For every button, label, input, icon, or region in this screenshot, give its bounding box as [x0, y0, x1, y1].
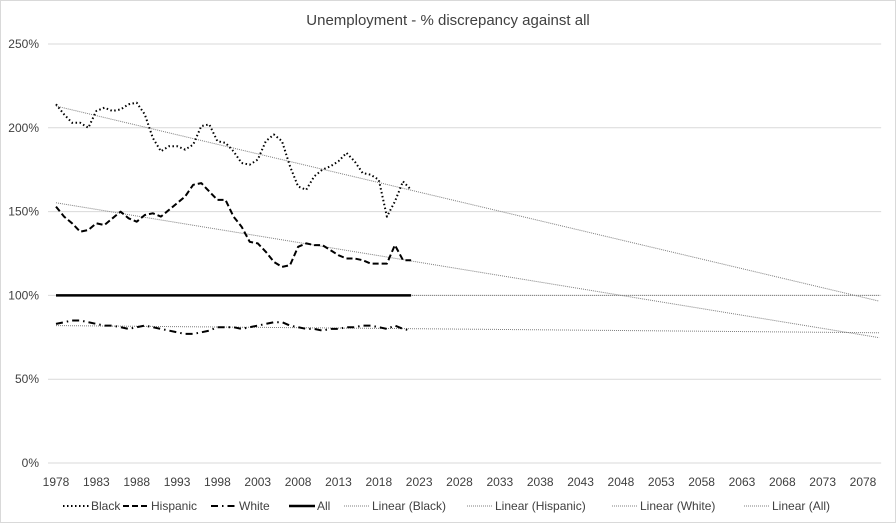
legend-item[interactable]: Linear (Hispanic): [467, 499, 586, 513]
trendline-hispanic: [55, 202, 880, 339]
y-tick-label: 50%: [15, 372, 39, 386]
series-line-hispanic: [55, 182, 412, 268]
legend-label: Black: [91, 499, 121, 513]
x-tick-label: 2033: [486, 475, 513, 489]
x-tick-label: 2038: [527, 475, 554, 489]
x-tick-label: 1978: [43, 475, 70, 489]
x-tick-label: 2078: [850, 475, 877, 489]
y-tick-label: 0%: [22, 456, 40, 470]
y-tick-label: 250%: [8, 37, 39, 51]
legend-item[interactable]: Linear (White): [612, 499, 715, 513]
legend-item[interactable]: Hispanic: [123, 499, 197, 513]
legend-label: Linear (Hispanic): [495, 499, 586, 513]
y-tick-label: 200%: [8, 121, 39, 135]
legend-item[interactable]: All: [289, 499, 330, 513]
y-tick-label: 150%: [8, 205, 39, 219]
legend-label: Linear (White): [640, 499, 715, 513]
x-tick-label: 2058: [688, 475, 715, 489]
series-line-black: [55, 101, 412, 218]
x-tick-label: 2048: [608, 475, 635, 489]
x-tick-label: 2063: [729, 475, 756, 489]
x-tick-label: 2013: [325, 475, 352, 489]
x-tick-label: 1988: [123, 475, 150, 489]
legend-label: White: [239, 499, 270, 513]
legend-label: Linear (All): [772, 499, 830, 513]
x-tick-label: 2053: [648, 475, 675, 489]
x-tick-label: 2018: [365, 475, 392, 489]
chart-title: Unemployment - % discrepancy against all: [306, 12, 589, 29]
x-tick-label: 2028: [446, 475, 473, 489]
legend-item[interactable]: White: [211, 499, 270, 513]
legend-label: Hispanic: [151, 499, 197, 513]
x-tick-label: 2008: [285, 475, 312, 489]
legend-item[interactable]: Linear (All): [744, 499, 830, 513]
x-tick-label: 2023: [406, 475, 433, 489]
y-tick-label: 100%: [8, 288, 39, 302]
x-tick-label: 1998: [204, 475, 231, 489]
x-tick-label: 2073: [809, 475, 836, 489]
legend-item[interactable]: Black: [63, 499, 121, 513]
x-tick-label: 2043: [567, 475, 594, 489]
x-tick-label: 2003: [244, 475, 271, 489]
legend-label: All: [317, 499, 330, 513]
trendline-black: [55, 105, 880, 302]
trendline-white: [55, 325, 880, 334]
x-tick-label: 1993: [164, 475, 191, 489]
legend-label: Linear (Black): [372, 499, 446, 513]
legend-item[interactable]: Linear (Black): [344, 499, 446, 513]
x-tick-label: 1983: [83, 475, 110, 489]
series-line-white: [55, 319, 412, 335]
x-tick-label: 2068: [769, 475, 796, 489]
